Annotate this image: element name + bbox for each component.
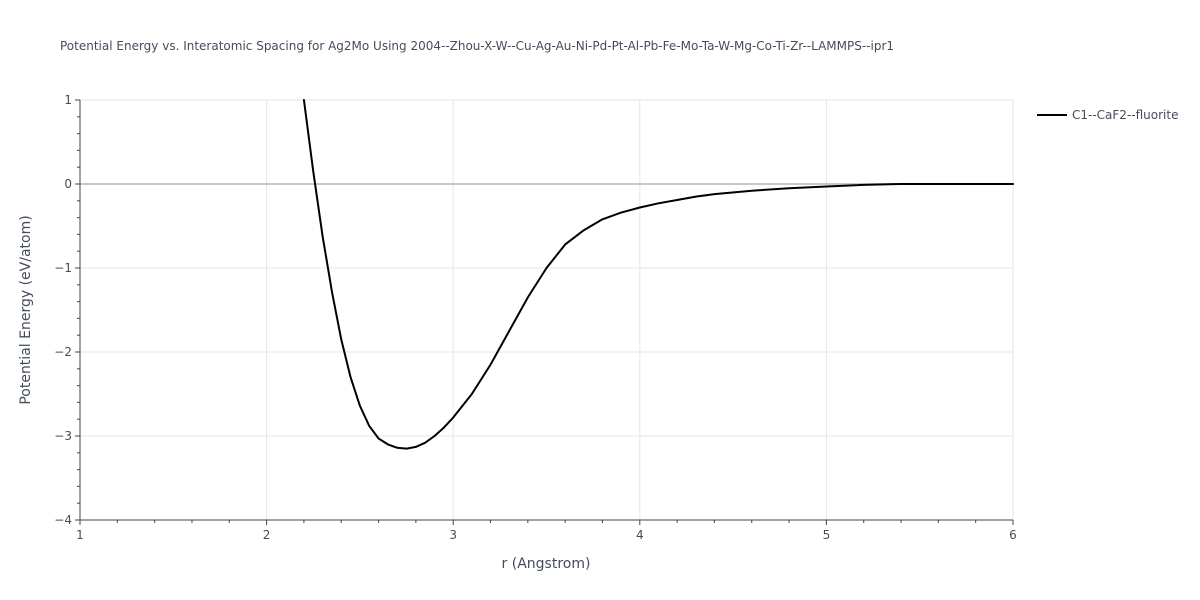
chart-title: Potential Energy vs. Interatomic Spacing… bbox=[60, 39, 894, 53]
grid bbox=[80, 99, 1014, 520]
y-tick-label: −3 bbox=[54, 429, 72, 443]
x-tick-label: 4 bbox=[636, 528, 644, 542]
y-tick-label: −2 bbox=[54, 345, 72, 359]
x-axis-title: r (Angstrom) bbox=[502, 556, 591, 572]
series-layer bbox=[302, 99, 1014, 450]
legend-label: C1--CaF2--fluorite bbox=[1072, 108, 1178, 122]
y-axis-title: Potential Energy (eV/atom) bbox=[18, 215, 34, 404]
x-tick-label: 5 bbox=[823, 528, 831, 542]
y-tick-label: 1 bbox=[64, 93, 72, 107]
x-tick-label: 2 bbox=[263, 528, 271, 542]
x-tick-label: 6 bbox=[1009, 528, 1017, 542]
y-tick-label: −4 bbox=[54, 513, 72, 527]
y-tick-label: 0 bbox=[64, 177, 72, 191]
series-line-0 bbox=[302, 99, 1014, 450]
x-tick-label: 1 bbox=[76, 528, 84, 542]
y-tick-label: −1 bbox=[54, 261, 72, 275]
x-tick-label: 3 bbox=[449, 528, 457, 542]
axes: 1 2 3 4 5 6 1 0 −1 −2 −3 −4 bbox=[54, 93, 1017, 542]
legend: C1--CaF2--fluorite bbox=[1037, 108, 1178, 122]
